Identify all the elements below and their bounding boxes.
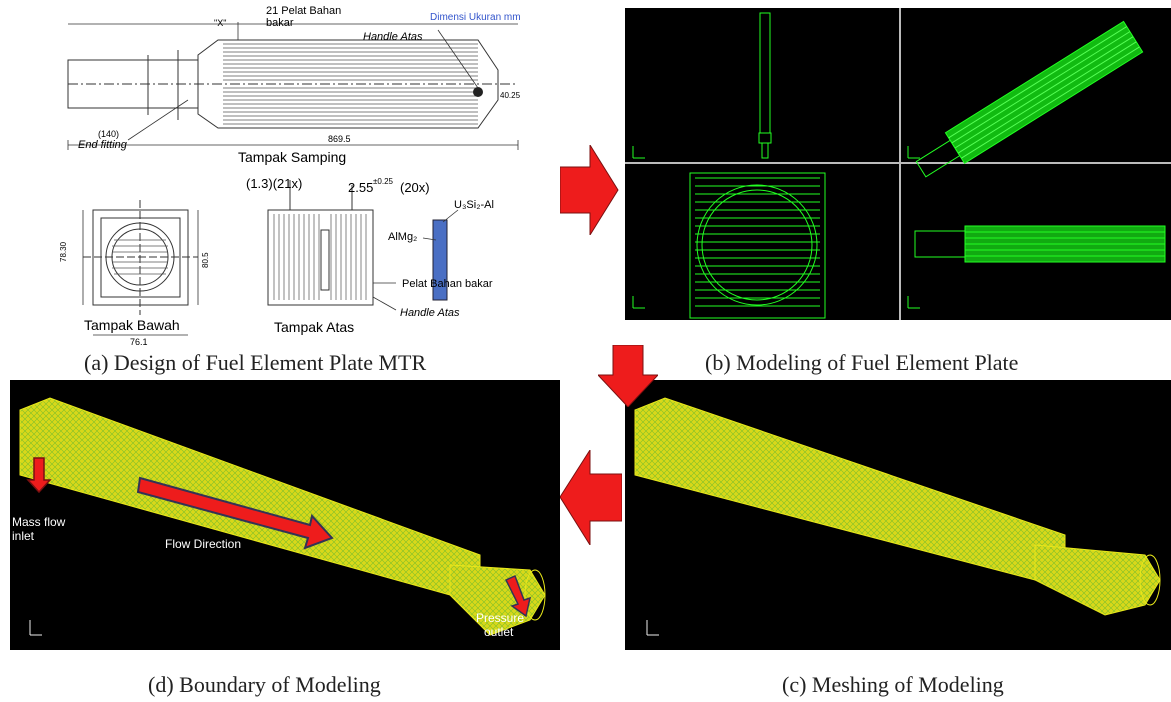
flow-direction-arrow: [136, 476, 334, 550]
dim-thickness: 2.55: [348, 180, 373, 195]
fuel-element-drawing: 21 Pelat Bahan bakar Dimensi Ukuran mm H…: [59, 5, 521, 345]
dim-40: 40.25: [500, 91, 521, 100]
arrow-c-to-d: [560, 450, 622, 545]
bottom-view-label: Tampak Bawah: [84, 317, 180, 333]
outlet-label-1: Pressure: [476, 611, 524, 625]
inlet-label-2: inlet: [12, 529, 35, 543]
inlet-arrow: [26, 457, 52, 494]
caption-d: (d) Boundary of Modeling: [148, 672, 381, 697]
model-viewports: [625, 8, 1171, 320]
plates-label: 21 Pelat Bahan: [266, 5, 341, 17]
fuel-plate-label: Pelat Bahan bakar: [402, 278, 493, 290]
dim-pitch: (1.3)(21x): [246, 176, 302, 191]
dim-78: 78.30: [59, 241, 68, 262]
outlet-arrow: [504, 574, 532, 618]
handle-label: Handle Atas: [363, 31, 423, 43]
panel-d-boundary: Mass flow inlet Flow Direction Pressure …: [10, 380, 560, 650]
arrow-b-to-c: [598, 345, 658, 407]
side-view-label: Tampak Samping: [238, 149, 346, 165]
panel-a-drawing: 21 Pelat Bahan bakar Dimensi Ukuran mm H…: [38, 0, 558, 345]
dim-76: 76.1: [130, 337, 148, 345]
handle-label-2: Handle Atas: [400, 307, 460, 319]
end-fitting-label: End fitting: [78, 139, 128, 151]
panel-b-model-views: [625, 8, 1171, 320]
dim-thickness-tol: ±0.25: [373, 177, 394, 186]
flow-direction-label: Flow Direction: [165, 537, 241, 551]
caption-c: (c) Meshing of Modeling: [782, 672, 1004, 697]
mesh-view: [634, 397, 1161, 636]
caption-b: (b) Modeling of Fuel Element Plate: [705, 350, 1019, 375]
dim-thickness-count: (20x): [400, 180, 430, 195]
caption-a: (a) Design of Fuel Element Plate MTR: [84, 350, 427, 375]
dim-80: 80.5: [201, 252, 210, 268]
units-label: Dimensi Ukuran mm: [430, 12, 521, 23]
x-mark: "X": [214, 18, 226, 28]
boundary-mesh: Mass flow inlet Flow Direction Pressure …: [12, 397, 546, 639]
panel-c-meshing: [625, 380, 1171, 650]
top-view-label: Tampak Atas: [274, 319, 354, 335]
plates-label-2: bakar: [266, 17, 294, 29]
dim-140: (140): [98, 129, 119, 139]
fuel-label: U₃Si₂-Al: [454, 199, 494, 211]
arrow-a-to-b: [560, 145, 619, 235]
dim-869: 869.5: [328, 134, 351, 144]
outlet-label-2: outlet: [484, 625, 514, 639]
inlet-label-1: Mass flow: [12, 515, 66, 529]
clad-label: AlMg₂: [388, 231, 417, 243]
